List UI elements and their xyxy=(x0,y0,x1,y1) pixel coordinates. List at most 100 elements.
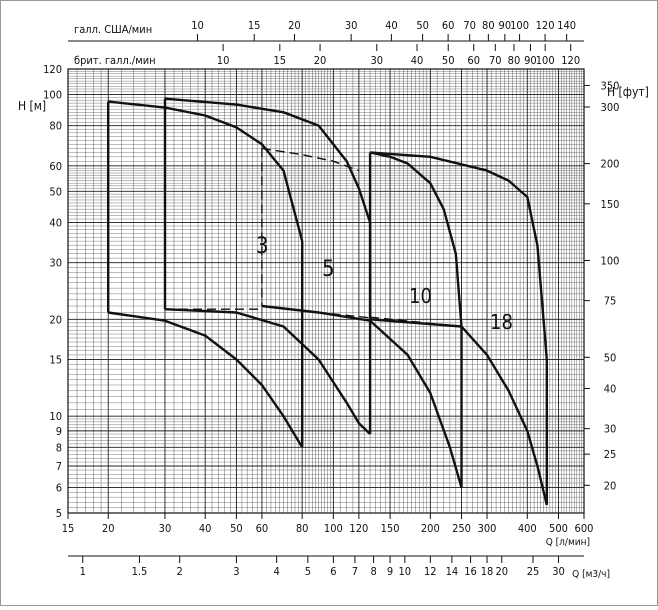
top-tick-label: 50 xyxy=(416,19,429,32)
bottom-tick-label: 60 xyxy=(256,522,269,535)
series-label-18: 18 xyxy=(490,310,513,334)
axes: 5678910152030405060801001202025304050751… xyxy=(43,19,619,578)
bottom-tick-label: 50 xyxy=(230,522,243,535)
bottom2-tick-label: 9 xyxy=(387,565,393,578)
left-tick-label: 30 xyxy=(49,257,62,270)
left-tick-label: 40 xyxy=(49,216,62,229)
left-tick-label: 8 xyxy=(56,441,62,454)
bottom-tick-label: 500 xyxy=(549,522,568,535)
right-tick-label: 100 xyxy=(601,254,620,267)
plot-border xyxy=(67,68,585,514)
bottom2-tick-label: 7 xyxy=(352,565,358,578)
bottom2-tick-label: 2 xyxy=(177,565,183,578)
bottom-tick-label: 300 xyxy=(478,522,497,535)
top-tick-label: 40 xyxy=(385,19,398,32)
curve-lower-5 xyxy=(164,308,371,435)
bottom-tick-label: 400 xyxy=(518,522,537,535)
right-tick-label: 300 xyxy=(601,101,620,114)
bottom2-tick-label: 5 xyxy=(305,565,311,578)
bottom-tick-label: 30 xyxy=(159,522,172,535)
grid xyxy=(67,68,585,514)
bottom2-tick-label: 18 xyxy=(481,565,494,578)
bottom-tick-label: 40 xyxy=(199,522,212,535)
top-tick-label: 120 xyxy=(536,19,555,32)
bottom-axis-label: Q [л/мин] xyxy=(546,537,590,548)
bottom2-tick-label: 3 xyxy=(233,565,239,578)
top-tick-label: 20 xyxy=(288,19,301,32)
left-tick-label: 6 xyxy=(56,482,62,495)
left-tick-label: 50 xyxy=(49,185,62,198)
top-tick-label: 10 xyxy=(191,19,204,32)
right-tick-label: 150 xyxy=(601,198,620,211)
bottom2-tick-label: 20 xyxy=(495,565,508,578)
bottom2-tick-label: 1 xyxy=(80,565,86,578)
bottom2-tick-label: 6 xyxy=(330,565,336,578)
right-axis-label: H [фут] xyxy=(607,85,649,99)
bottom2-tick-label: 10 xyxy=(399,565,412,578)
top-tick-label: 70 xyxy=(463,19,476,32)
top2-tick-label: 70 xyxy=(489,54,502,67)
top-axis-label: галл. США/мин xyxy=(74,23,152,36)
bottom-tick-label: 200 xyxy=(421,522,440,535)
bottom2-tick-label: 14 xyxy=(446,565,459,578)
bottom2-tick-label: 12 xyxy=(424,565,437,578)
bottom2-tick-label: 4 xyxy=(274,565,280,578)
left-axis-label: H [м] xyxy=(18,99,46,113)
bottom-tick-label: 250 xyxy=(452,522,471,535)
top2-tick-label: 60 xyxy=(467,54,480,67)
left-tick-label: 120 xyxy=(43,63,62,76)
bottom-tick-label: 600 xyxy=(575,522,594,535)
curve-lower-3 xyxy=(108,311,304,448)
left-tick-label: 7 xyxy=(56,460,62,473)
top2-axis-label: брит. галл./мин xyxy=(74,54,156,67)
top2-tick-label: 80 xyxy=(508,54,521,67)
top-tick-label: 30 xyxy=(345,19,358,32)
curve-upper-18 xyxy=(370,151,548,360)
top-tick-label: 15 xyxy=(248,19,261,32)
top-tick-label: 90 xyxy=(499,19,512,32)
curves xyxy=(107,97,548,506)
top2-tick-label: 30 xyxy=(370,54,383,67)
bottom-tick-label: 80 xyxy=(296,522,309,535)
left-tick-label: 100 xyxy=(43,88,62,101)
curve-upper-10 xyxy=(369,151,463,327)
right-tick-label: 20 xyxy=(604,479,617,492)
bottom-tick-label: 150 xyxy=(381,522,400,535)
left-tick-label: 80 xyxy=(49,120,62,133)
bottom2-tick-label: 8 xyxy=(370,565,376,578)
bottom2-tick-label: 30 xyxy=(552,565,565,578)
left-tick-label: 20 xyxy=(49,313,62,326)
right-tick-label: 25 xyxy=(604,448,617,461)
top2-tick-label: 100 xyxy=(536,54,555,67)
right-tick-label: 75 xyxy=(604,295,617,308)
curve-dashed-5 xyxy=(261,147,360,172)
curve-dashed-10 xyxy=(261,305,371,319)
bottom-tick-label: 100 xyxy=(324,522,343,535)
top2-tick-label: 15 xyxy=(274,54,287,67)
top2-tick-label: 40 xyxy=(411,54,424,67)
bottom-tick-label: 15 xyxy=(62,522,75,535)
bottom2-tick-label: 25 xyxy=(527,565,540,578)
top2-tick-label: 90 xyxy=(524,54,537,67)
bottom2-axis-label: Q [м3/ч] xyxy=(572,569,610,580)
left-tick-label: 60 xyxy=(49,160,62,173)
series-label-5: 5 xyxy=(322,257,335,282)
left-tick-label: 10 xyxy=(49,410,62,423)
top-tick-label: 80 xyxy=(482,19,495,32)
bottom2-tick-label: 16 xyxy=(464,565,477,578)
left-tick-label: 15 xyxy=(49,354,62,367)
top2-tick-label: 10 xyxy=(217,54,230,67)
top2-tick-label: 50 xyxy=(442,54,455,67)
top2-tick-label: 20 xyxy=(314,54,327,67)
top-tick-label: 60 xyxy=(442,19,455,32)
curve-dashed-18 xyxy=(370,316,462,328)
right-tick-label: 200 xyxy=(601,158,620,171)
right-tick-label: 350 xyxy=(601,79,620,92)
left-tick-label: 9 xyxy=(56,425,62,438)
bottom-tick-label: 20 xyxy=(102,522,115,535)
curve-upper-5 xyxy=(164,97,372,223)
right-tick-label: 40 xyxy=(604,382,617,395)
top-tick-label: 140 xyxy=(557,19,576,32)
